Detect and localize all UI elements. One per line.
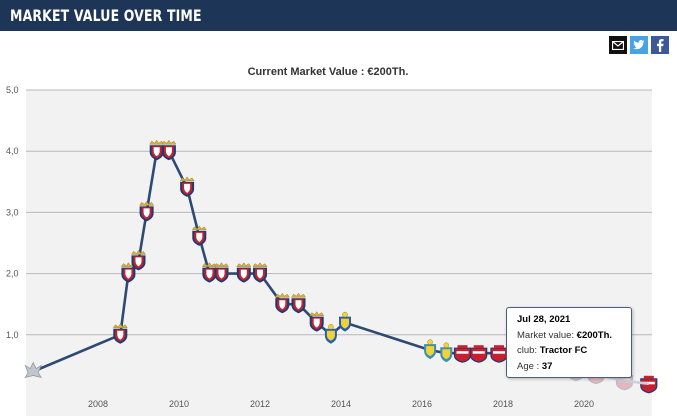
tooltip-age-row: Age : 37	[517, 359, 631, 375]
section-title: MARKET VALUE OVER TIME	[10, 6, 202, 25]
data-point[interactable]	[453, 345, 472, 363]
data-point[interactable]	[309, 311, 325, 332]
data-point[interactable]	[120, 262, 136, 283]
market-value-chart: Current Market Value : €200Th. 1,0 2,0 3,0…	[0, 58, 677, 418]
data-point[interactable]	[139, 200, 155, 222]
data-point[interactable]	[470, 345, 488, 363]
y-tick-label: 1,0	[6, 330, 19, 340]
y-tick-label: 3,0	[6, 207, 19, 217]
mail-icon	[612, 40, 624, 50]
y-tick-label: 5,0	[6, 85, 19, 95]
tooltip-age: 37	[541, 360, 553, 372]
data-point[interactable]	[214, 262, 229, 283]
data-point[interactable]	[161, 139, 177, 161]
tooltip-market-value: €200Th.	[576, 329, 613, 341]
data-point[interactable]	[191, 225, 207, 246]
x-tick-label: 2014	[331, 399, 351, 409]
x-tick-label: 2016	[412, 399, 432, 409]
section-header: MARKET VALUE OVER TIME	[0, 0, 677, 31]
x-tick-label: 2020	[574, 399, 594, 409]
x-tick-label: 2010	[169, 399, 189, 409]
x-tick-label: 2018	[493, 399, 513, 409]
data-point[interactable]	[236, 262, 252, 283]
y-tick-label: 4,0	[6, 146, 19, 156]
facebook-icon	[657, 38, 664, 52]
tooltip-club-row: club: Tractor FC	[517, 343, 631, 359]
data-point[interactable]	[201, 262, 217, 283]
data-point[interactable]	[149, 139, 165, 161]
facebook-share-button[interactable]	[651, 36, 669, 54]
data-point[interactable]	[112, 323, 128, 344]
data-point[interactable]	[252, 262, 268, 283]
data-point[interactable]	[291, 292, 306, 314]
tooltip-club: Tractor FC	[539, 345, 588, 356]
data-point[interactable]	[440, 342, 453, 363]
mail-share-button[interactable]	[609, 36, 627, 54]
data-point[interactable]	[339, 311, 351, 332]
data-point[interactable]	[179, 176, 195, 197]
data-point[interactable]	[24, 361, 42, 379]
tooltip-market-value-label: Market value:	[517, 329, 577, 341]
tooltip-age-label: Age :	[517, 360, 542, 372]
data-tooltip: Jul 28, 2021 Market value: €200Th. club:…	[506, 307, 632, 378]
market-value-svg: Current Market Value : €200Th. 1,0 2,0 3,0…	[6, 66, 658, 416]
x-tick-label: 2008	[88, 399, 108, 409]
data-point[interactable]	[131, 249, 146, 271]
x-tick-label: 2012	[250, 399, 270, 409]
data-point[interactable]	[490, 345, 508, 363]
y-tick-label: 2,0	[6, 269, 19, 279]
data-point[interactable]	[424, 339, 437, 360]
data-point[interactable]	[324, 324, 337, 344]
tooltip-date: Jul 28, 2021	[517, 314, 571, 325]
twitter-share-button[interactable]	[630, 36, 648, 54]
tooltip-market-value-row: Market value: €200Th.	[517, 328, 631, 344]
twitter-icon	[633, 40, 645, 50]
tooltip-club-label: club:	[517, 345, 540, 356]
data-point[interactable]	[274, 292, 290, 314]
chart-title: Current Market Value : €200Th.	[248, 66, 409, 78]
